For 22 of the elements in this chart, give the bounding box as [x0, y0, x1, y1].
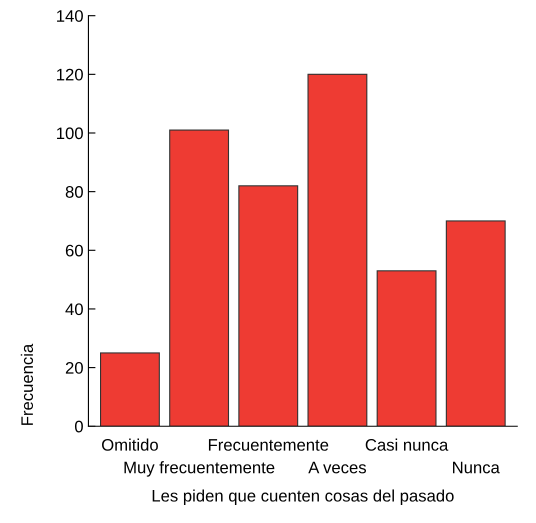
- x-tick-label: Frecuentemente: [208, 439, 328, 451]
- y-tick-label: 40: [65, 303, 83, 316]
- y-axis-title: Frecuencia: [20, 344, 34, 425]
- y-tick-label: 20: [66, 362, 83, 374]
- x-tick-label: Nunca: [453, 462, 500, 474]
- bar: [238, 185, 298, 426]
- x-tick-label: Omitido: [102, 438, 158, 451]
- bar: [307, 74, 368, 426]
- y-tick-label: 120: [57, 68, 83, 81]
- x-tick-label: A veces: [308, 462, 366, 474]
- y-tick-label: 0: [74, 420, 83, 432]
- bar: [169, 130, 230, 426]
- y-tick-label: 60: [66, 244, 83, 256]
- y-tick-label: 140: [57, 10, 83, 22]
- x-tick-label: Muy frecuentemente: [124, 461, 274, 477]
- y-tick-label: 80: [66, 186, 83, 198]
- x-axis-title: Les piden que cuenten cosas del pasado: [152, 489, 454, 505]
- y-tick-label: 100: [57, 127, 83, 140]
- bar: [446, 220, 506, 426]
- bar: [100, 352, 160, 426]
- bar: [376, 270, 437, 426]
- x-tick-label: Casi nunca: [366, 438, 448, 451]
